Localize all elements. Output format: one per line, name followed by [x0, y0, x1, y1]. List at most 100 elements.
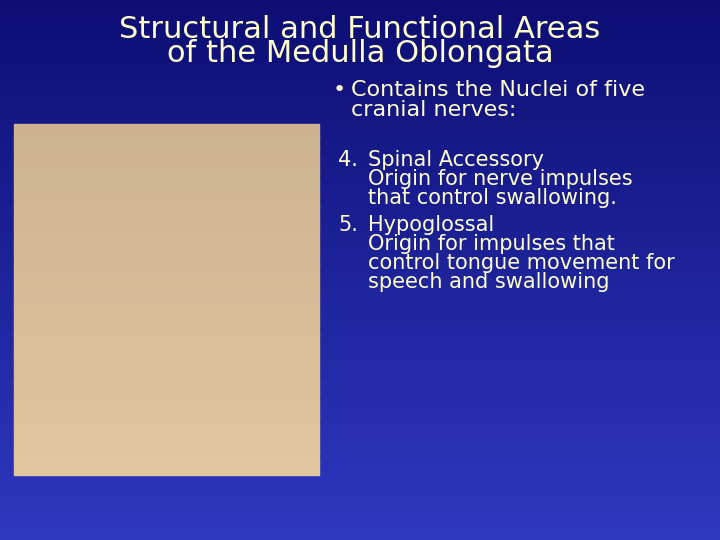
Bar: [0, 181, 720, 189]
Bar: [14, 451, 319, 463]
Text: Hypoglossal: Hypoglossal: [368, 215, 494, 235]
Text: cranial nerves:: cranial nerves:: [351, 100, 516, 120]
Text: Structural and Functional Areas: Structural and Functional Areas: [120, 16, 600, 44]
Bar: [14, 183, 319, 195]
Bar: [0, 492, 720, 500]
Bar: [0, 33, 720, 40]
Bar: [0, 417, 720, 426]
Bar: [0, 519, 720, 526]
Bar: [0, 39, 720, 47]
Bar: [0, 357, 720, 364]
Bar: [0, 323, 720, 330]
Bar: [0, 498, 720, 507]
Bar: [0, 532, 720, 540]
Bar: [0, 87, 720, 94]
Bar: [0, 60, 720, 68]
Bar: [0, 471, 720, 480]
Bar: [0, 147, 720, 156]
Bar: [0, 208, 720, 216]
Bar: [0, 363, 720, 372]
Bar: [14, 462, 319, 475]
Text: of the Medulla Oblongata: of the Medulla Oblongata: [167, 38, 553, 68]
Bar: [0, 269, 720, 276]
Bar: [0, 114, 720, 122]
Bar: [0, 316, 720, 324]
Text: •: •: [333, 80, 346, 100]
Bar: [0, 276, 720, 284]
Bar: [0, 73, 720, 81]
Bar: [0, 255, 720, 263]
Bar: [14, 322, 319, 335]
Bar: [0, 249, 720, 256]
Bar: [0, 215, 720, 222]
Bar: [14, 404, 319, 417]
Bar: [14, 357, 319, 370]
Bar: [0, 66, 720, 74]
Bar: [14, 217, 319, 230]
Bar: [14, 124, 319, 137]
Text: 5.: 5.: [338, 215, 358, 235]
Bar: [0, 154, 720, 162]
Bar: [0, 228, 720, 237]
Bar: [0, 444, 720, 453]
Bar: [0, 397, 720, 405]
Bar: [0, 127, 720, 135]
Text: 4.: 4.: [338, 150, 358, 170]
Bar: [0, 377, 720, 384]
Bar: [0, 485, 720, 492]
Bar: [0, 19, 720, 27]
Bar: [14, 334, 319, 347]
Bar: [0, 53, 720, 60]
Bar: [0, 465, 720, 472]
Bar: [0, 309, 720, 317]
Bar: [0, 188, 720, 195]
Bar: [14, 147, 319, 160]
Bar: [14, 369, 319, 382]
Bar: [14, 416, 319, 428]
Bar: [0, 26, 720, 33]
Bar: [0, 451, 720, 459]
Bar: [14, 241, 319, 253]
Bar: [14, 393, 319, 405]
Bar: [0, 296, 720, 303]
Bar: [0, 458, 720, 465]
Bar: [0, 12, 720, 20]
Bar: [14, 252, 319, 265]
Bar: [0, 93, 720, 102]
Bar: [14, 206, 319, 218]
Text: that control swallowing.: that control swallowing.: [368, 188, 617, 208]
Text: Spinal Accessory: Spinal Accessory: [368, 150, 544, 170]
Bar: [0, 478, 720, 486]
Bar: [0, 168, 720, 176]
Bar: [14, 287, 319, 300]
Bar: [14, 381, 319, 393]
Bar: [0, 195, 720, 202]
Bar: [0, 512, 720, 519]
Bar: [14, 171, 319, 184]
Bar: [0, 161, 720, 168]
Bar: [14, 125, 319, 475]
Bar: [0, 6, 720, 14]
Bar: [0, 0, 720, 6]
Bar: [14, 299, 319, 312]
Bar: [14, 136, 319, 148]
Bar: [0, 174, 720, 183]
Bar: [0, 235, 720, 243]
Bar: [0, 120, 720, 128]
Bar: [0, 80, 720, 87]
Bar: [14, 427, 319, 440]
Bar: [0, 242, 720, 249]
Bar: [14, 310, 319, 323]
Bar: [0, 424, 720, 432]
Bar: [0, 100, 720, 108]
Text: control tongue movement for: control tongue movement for: [368, 253, 675, 273]
Text: speech and swallowing: speech and swallowing: [368, 272, 610, 292]
Bar: [0, 431, 720, 438]
Bar: [0, 282, 720, 291]
Bar: [0, 141, 720, 148]
Bar: [0, 343, 720, 351]
Bar: [0, 404, 720, 411]
Bar: [0, 107, 720, 115]
Bar: [0, 525, 720, 534]
Bar: [0, 350, 720, 357]
